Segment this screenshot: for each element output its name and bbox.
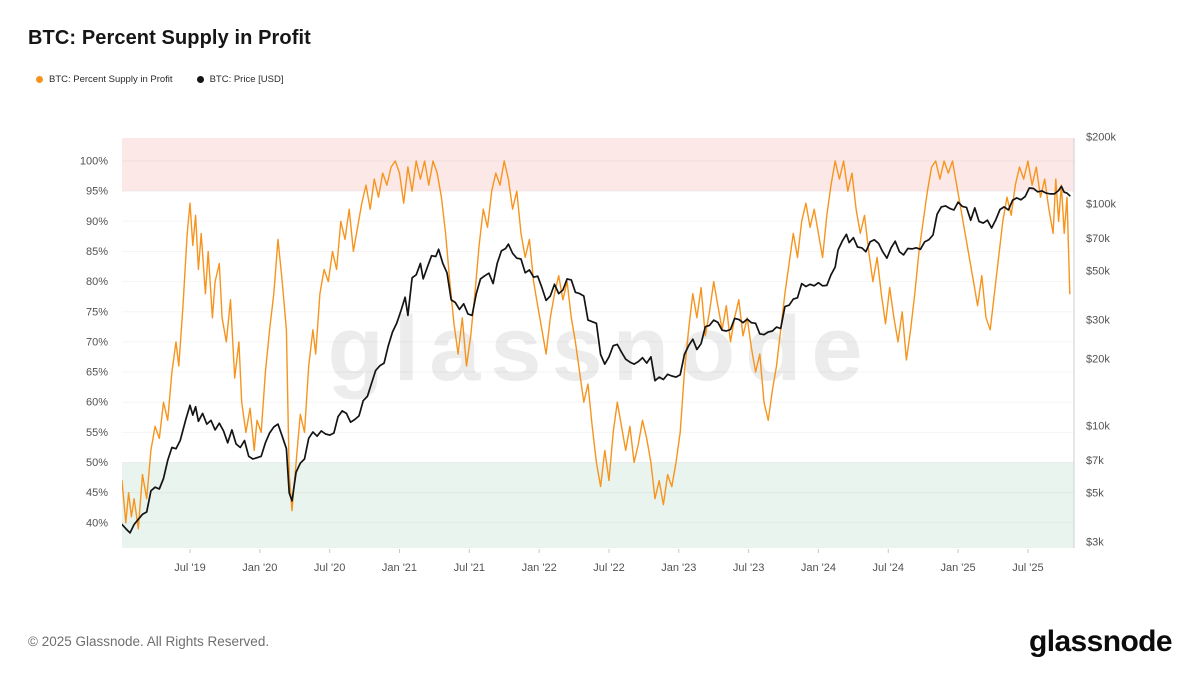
price-usd-line (122, 185, 1071, 534)
x-axis-tick-label: Jan '20 (242, 562, 277, 574)
euphoria-band (122, 138, 1074, 192)
y-left-tick-label: 95% (86, 186, 108, 198)
x-axis-tick-label: Jan '21 (382, 562, 417, 574)
y-right-tick-label: $20k (1086, 354, 1110, 366)
x-axis-tick-label: Jul '20 (314, 562, 345, 574)
y-left-tick-label: 40% (86, 517, 108, 529)
series-group (122, 160, 1071, 534)
legend-item-price-usd[interactable]: BTC: Price [USD] (196, 74, 284, 85)
y-left-tick-label: 50% (86, 457, 108, 469)
y-right-tick-label: $30k (1086, 315, 1110, 327)
glassnode-logo: glassnode (1029, 625, 1173, 658)
y-right-tick-label: $3k (1086, 537, 1104, 549)
y-right-tick-label: $200k (1086, 132, 1116, 144)
legend-dot-black-icon (196, 76, 204, 83)
x-axis-tick-label: Jul '19 (174, 562, 205, 574)
legend-label-percent-supply-in-profit: BTC: Percent Supply in Profit (49, 74, 173, 85)
y-right-tick-label: $100k (1086, 199, 1116, 211)
y-left-tick-label: 100% (80, 156, 108, 168)
x-axis-tick-label: Jan '24 (801, 562, 836, 574)
plot-area[interactable] (122, 138, 1074, 548)
y-right-tick-label: $10k (1086, 421, 1110, 433)
capitulation-band (122, 462, 1074, 548)
y-left-tick-label: 45% (86, 487, 108, 499)
percent-supply-in-profit-line (122, 160, 1071, 530)
y-left-tick-label: 60% (86, 397, 108, 409)
y-right-tick-label: $70k (1086, 233, 1110, 245)
y-left-tick-label: 55% (86, 427, 108, 439)
y-left-tick-label: 65% (86, 367, 108, 379)
y-left-tick-label: 90% (86, 216, 108, 228)
legend-item-percent-supply-in-profit[interactable]: BTC: Percent Supply in Profit (36, 74, 173, 85)
y-right-tick-label: $5k (1086, 487, 1104, 499)
y-left-tick-label: 70% (86, 336, 108, 348)
x-axis-tick-label: Jul '21 (454, 562, 485, 574)
y-left-tick-label: 85% (86, 246, 108, 258)
y-left-tick-label: 80% (86, 276, 108, 288)
x-axis-tick-label: Jan '23 (661, 562, 696, 574)
copyright-text: © 2025 Glassnode. All Rights Reserved. (28, 634, 270, 649)
x-axis-tick-label: Jul '25 (1012, 562, 1043, 574)
x-axis-tick-label: Jul '22 (593, 562, 624, 574)
page-title: BTC: Percent Supply in Profit (28, 27, 311, 49)
y-right-tick-label: $50k (1086, 265, 1110, 277)
x-axis-tick-label: Jul '24 (873, 562, 904, 574)
x-axis-tick-label: Jan '22 (522, 562, 557, 574)
legend-dot-orange-icon (36, 76, 43, 83)
x-axis-tick-label: Jan '25 (941, 562, 976, 574)
x-axis-tick-label: Jul '23 (733, 562, 764, 574)
legend-label-price-usd: BTC: Price [USD] (209, 74, 284, 85)
y-right-tick-label: $7k (1086, 455, 1104, 467)
chart-legend: BTC: Percent Supply in Profit BTC: Price… (36, 74, 283, 85)
y-left-tick-label: 75% (86, 306, 108, 318)
